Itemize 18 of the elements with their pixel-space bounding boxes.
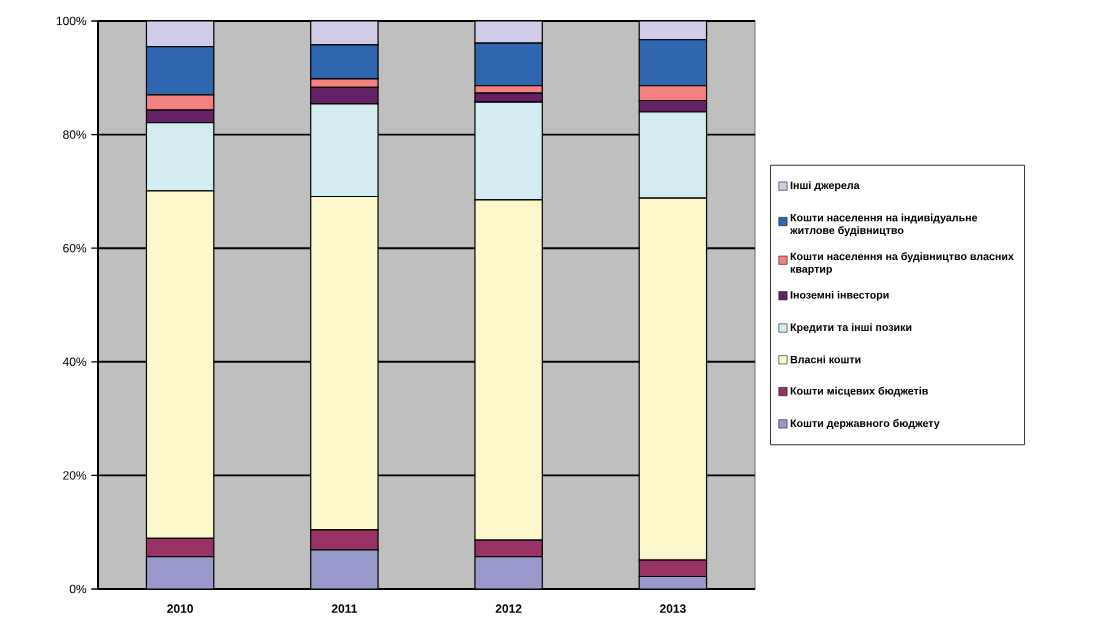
legend-label: Іноземні інвестори [790, 290, 889, 301]
legend-label: Кошти державного бюджету [790, 419, 940, 430]
y-tick-label: 20% [63, 471, 87, 480]
y-tick-label: 100% [56, 16, 87, 26]
y-tick-label: 0% [69, 584, 87, 594]
legend-label: Інші джерела [790, 181, 860, 192]
y-tick-label: 60% [63, 243, 87, 253]
legend-label: Кошти населення на будівництво власних квартир [790, 252, 1014, 275]
legend-label: Кредити та інші позики [790, 323, 912, 334]
y-tick-label: 40% [62, 357, 87, 367]
x-tick-label: 2012 [495, 604, 522, 613]
x-tick-label: 2011 [331, 604, 358, 613]
legend-label: Кошти місцевих бюджетів [790, 386, 928, 397]
x-tick-label: 2013 [659, 604, 686, 613]
legend-label: Кошти населення на індивідуальне житлове будівництво [789, 213, 978, 237]
y-tick-label: 80% [63, 130, 87, 139]
x-tick-label: 2010 [167, 604, 193, 613]
legend-label: Власні кошти [790, 355, 861, 364]
